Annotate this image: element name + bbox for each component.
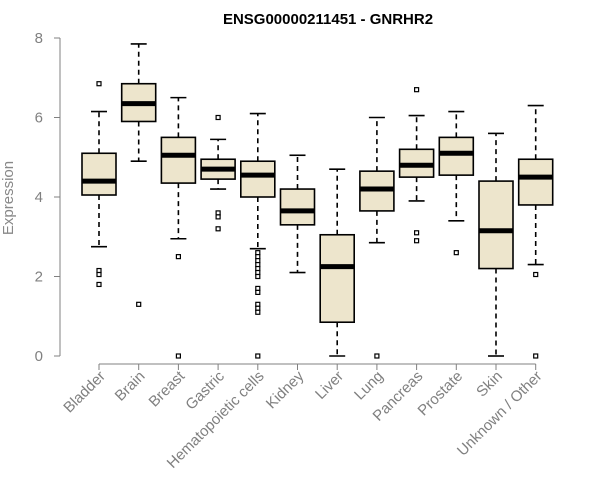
outlier-point [533, 271, 539, 278]
box-skin [478, 132, 514, 357]
iqr-box [517, 158, 554, 206]
box-hematopoietic-cells [240, 112, 276, 359]
y-tick-label: 0 [35, 348, 43, 365]
iqr-box [478, 180, 514, 270]
box-gastric [200, 114, 236, 232]
box-brain [120, 43, 157, 307]
x-tick-label: Prostate [415, 368, 467, 420]
y-tick-label: 8 [35, 30, 43, 47]
outlier-point [414, 230, 420, 236]
y-axis: 0 2 4 6 8 [35, 30, 61, 365]
outlier-point [215, 214, 221, 220]
box-prostate [438, 110, 475, 256]
outlier-point [175, 353, 181, 359]
y-axis-label: Expression [0, 161, 17, 235]
x-tick-label: Lung [351, 368, 387, 404]
outlier-point [414, 87, 420, 93]
box-lung [359, 116, 395, 359]
outlier-point [414, 238, 420, 244]
box-pancreas [398, 87, 435, 244]
y-tick-label: 6 [35, 110, 43, 127]
x-tick-label: Bladder [60, 368, 109, 417]
box-series [81, 43, 554, 359]
y-tick-label: 4 [35, 189, 43, 206]
x-tick-label: Kidney [263, 367, 308, 412]
chart-title: ENSG00000211451 - GNRHR2 [223, 11, 433, 28]
x-tick-label: Breast [146, 367, 189, 410]
outlier-point [96, 281, 102, 288]
outlier-point [215, 114, 221, 121]
box-breast [160, 96, 197, 359]
outlier-point [96, 81, 102, 87]
iqr-box [319, 233, 356, 324]
box-liver [319, 168, 356, 357]
outlier-point [215, 226, 221, 232]
box-kidney [279, 154, 316, 274]
x-tick-label: Liver [312, 368, 347, 403]
outlier-point [96, 271, 102, 278]
outlier-point [175, 254, 181, 260]
outlier-point [255, 289, 261, 295]
iqr-box [279, 188, 316, 226]
x-tick-label: Skin [473, 368, 506, 401]
iqr-box [160, 136, 197, 184]
x-tick-label: Brain [112, 368, 149, 405]
box-bladder [81, 81, 117, 288]
outlier-point [136, 301, 142, 307]
outlier-point [374, 353, 380, 359]
iqr-box [240, 160, 276, 198]
iqr-box [81, 152, 117, 196]
outlier-point [533, 353, 539, 359]
y-tick-label: 2 [35, 269, 43, 286]
iqr-box [438, 136, 475, 176]
outlier-point [255, 309, 261, 315]
outlier-point [255, 273, 261, 280]
outlier-point [453, 250, 459, 256]
outlier-point [255, 353, 261, 359]
box-unknown-other [517, 104, 554, 359]
